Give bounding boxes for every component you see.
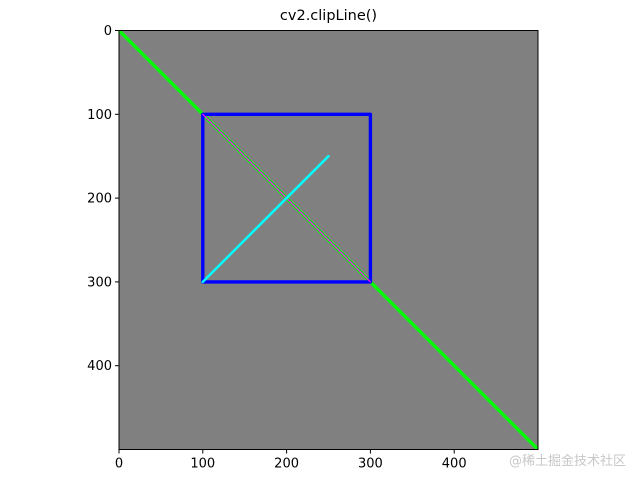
x-axis: 0 100 200 300 400 [115, 449, 467, 472]
plot-area [118, 30, 539, 450]
x-tick-label: 200 [274, 457, 299, 472]
y-tick-label: 0 [104, 24, 112, 39]
x-tick-label: 400 [442, 457, 467, 472]
axes-frame [118, 30, 539, 450]
image-shapes [119, 30, 538, 450]
y-tick-label: 400 [87, 359, 112, 374]
y-tick-label: 200 [87, 192, 112, 207]
watermark: @稀土掘金技术社区 [508, 454, 626, 469]
y-axis: 0 100 200 300 400 [87, 24, 119, 374]
x-tick-label: 300 [358, 457, 383, 472]
y-tick-label: 300 [87, 275, 112, 290]
y-tick-label: 100 [87, 108, 112, 123]
inner-line [201, 154, 330, 284]
x-tick-label: 100 [190, 457, 215, 472]
x-tick-label: 0 [115, 457, 123, 472]
clip-rect [201, 112, 373, 284]
chart-title: cv2.clipLine() [280, 8, 377, 24]
